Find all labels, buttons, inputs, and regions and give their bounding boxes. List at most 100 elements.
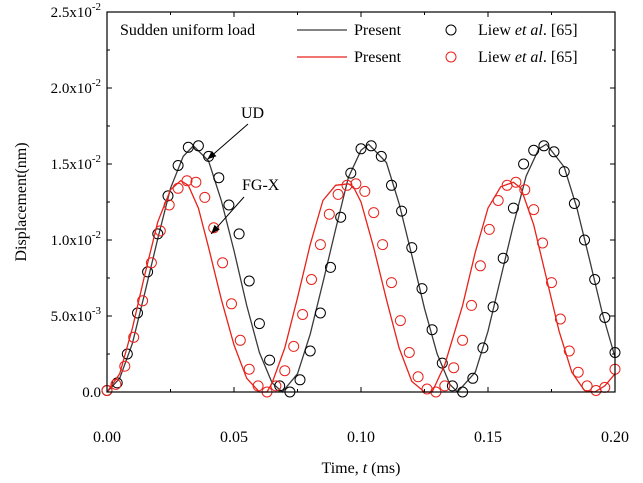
data-point-liew-fgx [359, 185, 371, 197]
y-axis: 0.0 5.0x10-3 1.0x10-2 1.5x10-2 2.0x10-2 2.5x1… [51, 1, 615, 401]
data-point-liew-fgx [154, 225, 166, 237]
data-point-liew-ud [426, 324, 438, 336]
data-point-liew-fgx [119, 360, 131, 372]
data-point-liew-fgx [145, 257, 157, 269]
series-line-present-fgx [106, 179, 616, 393]
data-point-liew-fgx [537, 237, 549, 249]
data-point-liew-fgx [297, 309, 309, 320]
data-point-liew-fgx [226, 298, 237, 310]
data-point-liew-ud [314, 307, 326, 319]
data-point-liew-ud [599, 312, 611, 323]
data-point-liew-ud [264, 354, 276, 366]
x-axis-title: Time, t (ms) [322, 460, 401, 477]
legend-title: Sudden uniform load [120, 22, 255, 39]
data-point-liew-ud [355, 143, 367, 155]
y-tick-label: 2.5x10-2 [51, 1, 101, 21]
annotations: UD FG-X [207, 105, 280, 235]
x-tick-label: 0.00 [93, 429, 121, 446]
annotation-ud-label: UD [241, 105, 264, 122]
y-tick-label: 0.0 [82, 385, 101, 401]
legend-label-liew-fgx: Liew et al. [65] [478, 49, 578, 66]
data-point-liew-fgx [448, 362, 460, 374]
annotation-ud-arrow [207, 123, 249, 160]
data-point-liew-fgx [563, 345, 575, 357]
data-point-liew-ud [375, 150, 387, 162]
data-point-liew-fgx [519, 184, 531, 196]
annotation-ud-arrowhead [207, 150, 217, 160]
x-tick-label: 0.05 [220, 429, 248, 446]
data-point-liew-fgx [350, 178, 362, 190]
legend: Sudden uniform load Present Liew et al. … [120, 22, 578, 66]
data-point-liew-fgx [483, 223, 495, 235]
y-tick-label: 1.0x10-2 [51, 229, 101, 249]
legend-label-liew-ud: Liew et al. [65] [478, 22, 578, 39]
y-axis-title: Displacement(nm) [13, 142, 30, 261]
data-point-liew-ud [548, 146, 560, 158]
data-point-liew-ud [304, 345, 316, 357]
data-point-liew-fgx [457, 334, 469, 346]
data-point-liew-fgx [394, 315, 406, 327]
data-point-liew-ud [558, 166, 570, 178]
data-point-liew-fgx [288, 340, 300, 352]
data-point-liew-fgx [377, 239, 389, 251]
data-point-liew-fgx [314, 239, 326, 251]
data-point-liew-fgx [474, 260, 486, 272]
y-tick-label: 2.0x10-2 [51, 77, 101, 97]
data-point-liew-ud [436, 357, 448, 369]
series-line-present-ud [106, 143, 616, 393]
data-point-liew-fgx [554, 313, 566, 325]
data-point-liew-ud [253, 318, 265, 330]
data-point-liew-ud [213, 172, 225, 184]
legend-label-present-fgx: Present [354, 49, 402, 66]
data-point-liew-ud [497, 252, 509, 264]
data-point-liew-fgx [199, 191, 211, 203]
data-point-liew-fgx [128, 331, 140, 343]
x-axis: 0.00 0.05 0.10 0.15 0.20 [93, 12, 629, 446]
data-point-liew-fgx [341, 179, 353, 191]
data-point-liew-ud [192, 140, 204, 152]
data-point-liew-fgx [528, 204, 540, 216]
plot-series [101, 140, 621, 398]
legend-marker-liew-fgx [445, 51, 457, 63]
legend-label-present-ud: Present [354, 22, 402, 39]
x-tick-label: 0.20 [601, 429, 629, 446]
data-point-liew-fgx [572, 366, 584, 378]
data-point-liew-ud [416, 283, 428, 295]
data-point-liew-ud [589, 274, 601, 285]
data-point-liew-fgx [412, 371, 424, 383]
data-point-liew-ud [528, 144, 540, 156]
data-point-liew-fgx [243, 363, 255, 375]
data-point-liew-fgx [190, 176, 202, 188]
data-point-liew-ud [507, 202, 519, 214]
data-point-liew-ud [365, 140, 377, 152]
data-point-liew-ud [538, 140, 550, 152]
data-point-liew-ud [487, 301, 499, 313]
data-point-liew-fgx [306, 274, 317, 285]
data-point-liew-fgx [510, 176, 522, 188]
data-point-liew-fgx [208, 222, 220, 234]
data-point-liew-fgx [546, 277, 557, 289]
data-point-liew-fgx [181, 175, 193, 187]
data-point-liew-ud [132, 307, 143, 319]
x-tick-label: 0.15 [474, 429, 502, 446]
data-point-liew-fgx [368, 207, 380, 219]
data-point-liew-ud [274, 380, 286, 392]
data-point-liew-fgx [234, 334, 246, 346]
data-point-liew-fgx [110, 378, 122, 390]
x-tick-label: 0.10 [347, 429, 375, 446]
data-point-liew-fgx [466, 299, 477, 311]
data-point-liew-ud [152, 228, 164, 240]
data-point-liew-ud [233, 228, 245, 240]
data-point-liew-fgx [386, 277, 397, 289]
data-point-liew-fgx [492, 195, 504, 206]
data-point-liew-ud [477, 342, 489, 354]
data-point-liew-fgx [332, 188, 344, 200]
data-point-liew-ud [172, 160, 184, 171]
y-tick-label: 1.5x10-2 [51, 153, 101, 173]
data-point-liew-fgx [217, 257, 229, 269]
data-point-liew-ud [579, 234, 590, 246]
annotation-fgx-arrowhead [211, 224, 220, 234]
data-point-liew-fgx [439, 380, 451, 392]
data-point-liew-fgx [137, 295, 149, 307]
